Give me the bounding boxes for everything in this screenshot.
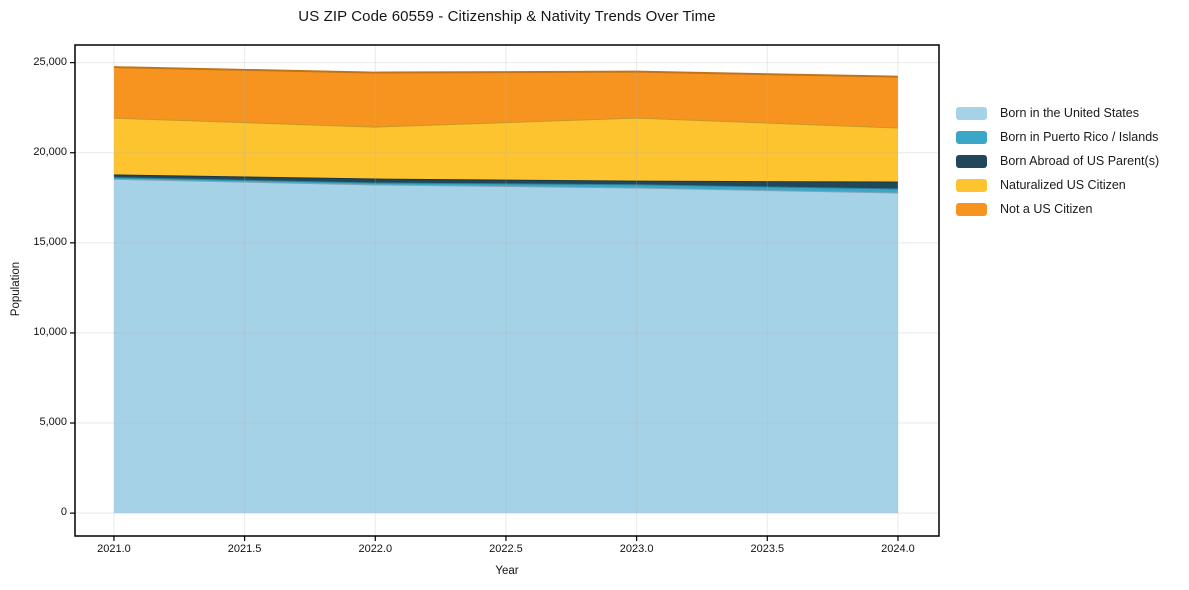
x-tick-label: 2024.0 bbox=[881, 543, 915, 555]
x-tick-label: 2021.0 bbox=[97, 543, 131, 555]
chart-title: US ZIP Code 60559 - Citizenship & Nativi… bbox=[298, 8, 716, 25]
legend-item-naturalized-us-citizen: Naturalized US Citizen bbox=[956, 173, 1159, 197]
legend: Born in the United States Born in Puerto … bbox=[956, 101, 1159, 221]
legend-item-born-in-the-united-states: Born in the United States bbox=[956, 101, 1159, 125]
x-tick-label: 2021.5 bbox=[227, 543, 262, 555]
area-edge-not-a-us-citizen bbox=[113, 66, 898, 78]
y-tick-label: 5,000 bbox=[39, 416, 67, 429]
legend-color-swatch-icon bbox=[956, 178, 987, 192]
legend-color-swatch-icon bbox=[956, 106, 987, 120]
y-tick-label: 20,000 bbox=[33, 145, 67, 158]
x-tick-label: 2022.5 bbox=[489, 543, 523, 555]
legend-color-swatch-icon bbox=[956, 130, 987, 144]
x-tick-label: 2023.5 bbox=[750, 543, 785, 555]
x-tick-label: 2023.0 bbox=[619, 543, 654, 555]
y-tick-label: 0 bbox=[60, 506, 67, 519]
legend-item-not-a-us-citizen: Not a US Citizen bbox=[956, 197, 1159, 221]
legend-color-swatch-icon bbox=[956, 202, 987, 216]
y-axis-label: Population bbox=[10, 261, 22, 317]
legend-item-label: Born in the United States bbox=[1000, 106, 1139, 120]
x-tick-label: 2022.0 bbox=[358, 543, 393, 555]
y-tick-label: 15,000 bbox=[33, 235, 67, 248]
legend-item-born-abroad-of-us-parent-s: Born Abroad of US Parent(s) bbox=[956, 149, 1159, 173]
legend-item-label: Born in Puerto Rico / Islands bbox=[1000, 130, 1159, 144]
legend-item-label: Born Abroad of US Parent(s) bbox=[1000, 154, 1160, 168]
x-axis-label: Year bbox=[495, 565, 519, 577]
area-born-in-puerto-rico-islands bbox=[113, 177, 898, 193]
plot-border bbox=[74, 44, 940, 537]
legend-item-label: Naturalized US Citizen bbox=[1000, 178, 1126, 192]
legend-item-born-in-puerto-rico-islands: Born in Puerto Rico / Islands bbox=[956, 125, 1159, 149]
y-tick-label: 10,000 bbox=[33, 325, 67, 338]
legend-item-label: Not a US Citizen bbox=[1000, 202, 1093, 216]
y-tick-label: 25,000 bbox=[33, 55, 67, 68]
legend-color-swatch-icon bbox=[956, 154, 987, 168]
area-born-in-the-united-states bbox=[113, 178, 898, 514]
area-not-a-us-citizen bbox=[113, 67, 898, 128]
area-naturalized-us-citizen bbox=[113, 117, 898, 182]
